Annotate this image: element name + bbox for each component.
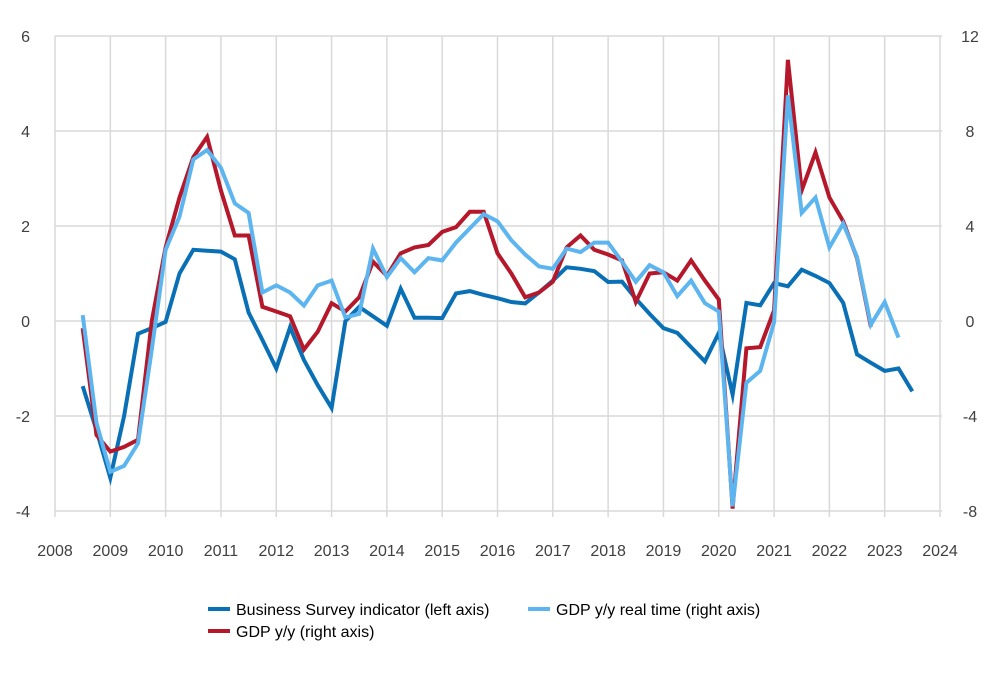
y-right-tick-label: -8	[963, 504, 977, 521]
x-tick-label: 2015	[424, 543, 460, 560]
x-tick-label: 2013	[314, 543, 350, 560]
x-tick-label: 2021	[756, 543, 792, 560]
x-tick-label: 2016	[480, 543, 516, 560]
y-right-tick-label: 8	[966, 124, 975, 141]
series-line-gdp-y-y-real-time-right-axis	[80, 95, 901, 507]
legend-label-business-survey: Business Survey indicator (left axis)	[236, 602, 489, 619]
series-line-gdp-y-y-right-axis	[80, 59, 873, 509]
x-tick-label: 2018	[590, 543, 626, 560]
x-tick-label: 2010	[148, 543, 184, 560]
y-left-tick-label: 2	[21, 219, 30, 236]
x-tick-label: 2022	[812, 543, 848, 560]
y-right-tick-label: 4	[966, 219, 975, 236]
legend-item-business-survey: Business Survey indicator (left axis)	[208, 602, 489, 619]
x-tick-label: 2008	[37, 543, 73, 560]
legend-item-gdp-real-time: GDP y/y real time (right axis)	[528, 602, 760, 619]
series-lines	[80, 59, 915, 509]
x-tick-label: 2012	[258, 543, 294, 560]
x-tick-label: 2019	[646, 543, 682, 560]
x-tick-label: 2020	[701, 543, 737, 560]
x-tick-label: 2011	[204, 543, 239, 560]
legend: Business Survey indicator (left axis) GD…	[208, 602, 760, 641]
y-left-tick-label: -2	[16, 409, 30, 426]
y-left-tick-label: -4	[16, 504, 30, 521]
right-y-axis-ticks: 12 8 4 0 -4 -8	[961, 29, 979, 521]
x-tick-label: 2023	[867, 543, 903, 560]
left-y-axis-ticks: 6 4 2 0 -2 -4	[16, 29, 30, 521]
x-tick-label: 2014	[369, 543, 405, 560]
y-right-tick-label: -4	[963, 409, 977, 426]
x-tick-label: 2024	[922, 543, 958, 560]
gridlines	[54, 35, 942, 517]
legend-label-gdp-real-time: GDP y/y real time (right axis)	[556, 602, 760, 619]
legend-item-gdp: GDP y/y (right axis)	[208, 624, 374, 641]
y-left-tick-label: 4	[21, 124, 30, 141]
y-right-tick-label: 0	[966, 314, 975, 331]
legend-label-gdp: GDP y/y (right axis)	[236, 624, 374, 641]
x-axis-ticks: 2008 2009 2010 2011 2012 2013 2014 2015 2016 2017…	[37, 543, 958, 560]
x-tick-label: 2017	[535, 543, 571, 560]
x-tick-label: 2009	[93, 543, 129, 560]
y-left-tick-label: 0	[21, 314, 30, 331]
y-right-tick-label: 12	[961, 29, 979, 46]
y-left-tick-label: 6	[21, 29, 30, 46]
